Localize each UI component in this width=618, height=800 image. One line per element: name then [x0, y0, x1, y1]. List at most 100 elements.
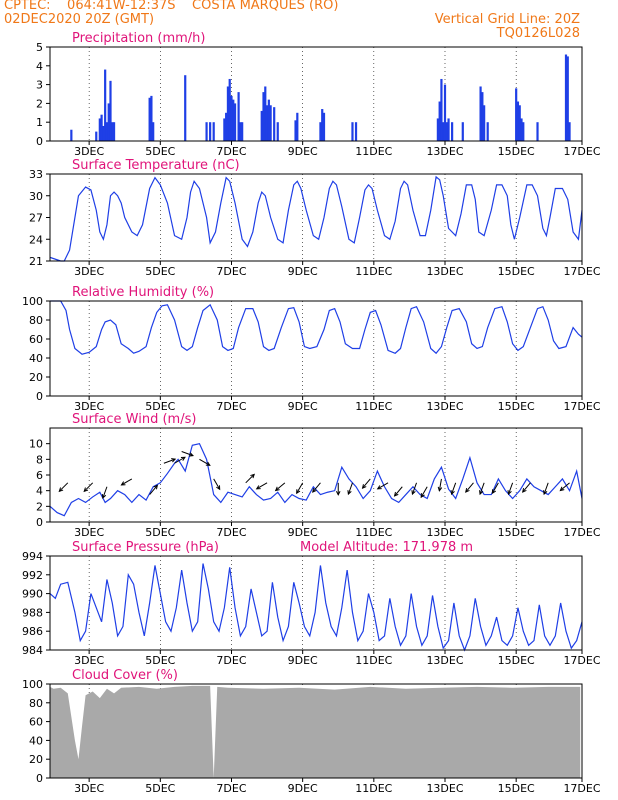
y-tick-label: 60 — [29, 716, 43, 729]
wind-arrow — [522, 482, 531, 493]
precip-bar — [445, 122, 448, 141]
y-tick-label: 1 — [36, 116, 43, 129]
panel-title: Surface Pressure (hPa) — [72, 540, 219, 555]
precip-bar — [518, 105, 521, 141]
wind-arrow-head — [393, 491, 399, 497]
x-tick-label: 7DEC — [216, 145, 246, 158]
wind-arrow — [465, 482, 474, 493]
precip-bar — [226, 86, 230, 141]
wind-arrow-head — [312, 488, 317, 493]
y-tick-label: 2 — [36, 97, 43, 110]
x-tick-label: 15DEC — [498, 400, 535, 413]
wind-arrow-head — [376, 485, 382, 490]
x-tick-label: 11DEC — [355, 654, 392, 667]
x-tick-label: 13DEC — [426, 400, 463, 413]
grid-note: Vertical Grid Line: 20Z — [434, 12, 580, 27]
x-tick-label: 17DEC — [563, 782, 600, 795]
wind-arrow — [411, 482, 417, 495]
y-tick-label: 0 — [36, 516, 43, 529]
y-tick-label: 986 — [22, 625, 43, 638]
series-line — [49, 442, 583, 517]
y-tick-label: 6 — [36, 469, 43, 482]
precip-bar — [436, 118, 439, 141]
x-tick-label: 9DEC — [288, 145, 318, 158]
y-tick-label: 30 — [29, 190, 43, 203]
y-tick-label: 10 — [29, 438, 43, 451]
precip-bar — [239, 122, 242, 141]
wind-arrow-head — [479, 490, 484, 496]
y-tick-label: 994 — [22, 550, 43, 563]
panel-title: Cloud Cover (%) — [72, 668, 178, 683]
wind-arrow-head — [361, 484, 367, 489]
wind-arrow-head — [465, 488, 470, 493]
x-tick-label: 13DEC — [426, 782, 463, 795]
wind-arrow — [451, 482, 457, 495]
wind-arrow — [102, 486, 108, 499]
y-tick-label: 100 — [22, 295, 43, 308]
wind-arrow — [420, 486, 428, 498]
x-tick-label: 9DEC — [288, 400, 318, 413]
precip-bar — [262, 92, 265, 141]
precip-bar — [443, 84, 447, 141]
precip-bar — [479, 86, 482, 141]
wind-arrow — [256, 482, 268, 490]
series-line — [49, 563, 583, 652]
precip-bar — [564, 54, 568, 141]
x-tick-label: 9DEC — [288, 526, 318, 539]
x-tick-label: 7DEC — [216, 654, 246, 667]
y-tick-label: 60 — [29, 333, 43, 346]
wind-arrow — [245, 473, 255, 484]
precip-bar — [223, 118, 226, 141]
wind-arrow-head — [180, 456, 186, 461]
panel-frame — [49, 173, 583, 262]
wind-arrow-head — [250, 473, 255, 479]
wind-arrow — [275, 482, 286, 491]
x-tick-label: 17DEC — [563, 526, 600, 539]
wind-arrow-head — [153, 484, 159, 490]
precip-bar — [354, 122, 358, 141]
precip-bar — [269, 105, 272, 141]
x-tick-label: 11DEC — [355, 145, 392, 158]
header-line1: CPTEC: 064:41W-12:37S COSTA MARQUES (RO) — [4, 0, 339, 13]
wind-arrow — [199, 458, 211, 466]
precip-bar — [230, 95, 233, 141]
wind-arrow — [508, 482, 514, 495]
precip-bar — [102, 125, 105, 141]
precip-bar — [233, 103, 237, 141]
wind-arrow-head — [450, 490, 455, 496]
panel-frame — [49, 46, 583, 142]
y-tick-label: 20 — [29, 371, 43, 384]
x-tick-label: 3DEC — [74, 654, 104, 667]
y-tick-label: 21 — [29, 255, 43, 268]
wind-arrow — [362, 478, 371, 489]
wind-arrow — [394, 486, 403, 497]
panel-title: Relative Humidity (%) — [72, 285, 214, 300]
x-tick-label: 17DEC — [563, 400, 600, 413]
wind-arrow — [312, 482, 321, 493]
wind-arrow-head — [255, 485, 261, 490]
precip-bar — [98, 118, 101, 141]
x-tick-label: 13DEC — [426, 654, 463, 667]
wind-arrow — [149, 485, 158, 495]
wind-arrow-head — [437, 486, 443, 492]
x-tick-label: 13DEC — [426, 265, 463, 278]
y-tick-label: 0 — [36, 390, 43, 403]
x-tick-label: 15DEC — [498, 265, 535, 278]
precip-bar — [228, 78, 231, 141]
x-tick-label: 13DEC — [426, 145, 463, 158]
x-tick-label: 15DEC — [498, 526, 535, 539]
y-tick-label: 33 — [29, 168, 43, 181]
x-tick-label: 15DEC — [498, 654, 535, 667]
header-line2: 02DEC2020 20Z (GMT) — [4, 12, 155, 27]
precip-bar — [148, 97, 151, 141]
wind-arrow-head — [274, 486, 280, 492]
precip-bar — [481, 92, 484, 141]
wind-arrow — [479, 482, 485, 495]
precip-bar — [209, 122, 212, 141]
x-tick-label: 5DEC — [145, 265, 175, 278]
precip-bar — [184, 75, 187, 141]
series-line — [49, 175, 583, 262]
y-tick-label: 8 — [36, 453, 43, 466]
x-tick-label: 17DEC — [563, 145, 600, 158]
